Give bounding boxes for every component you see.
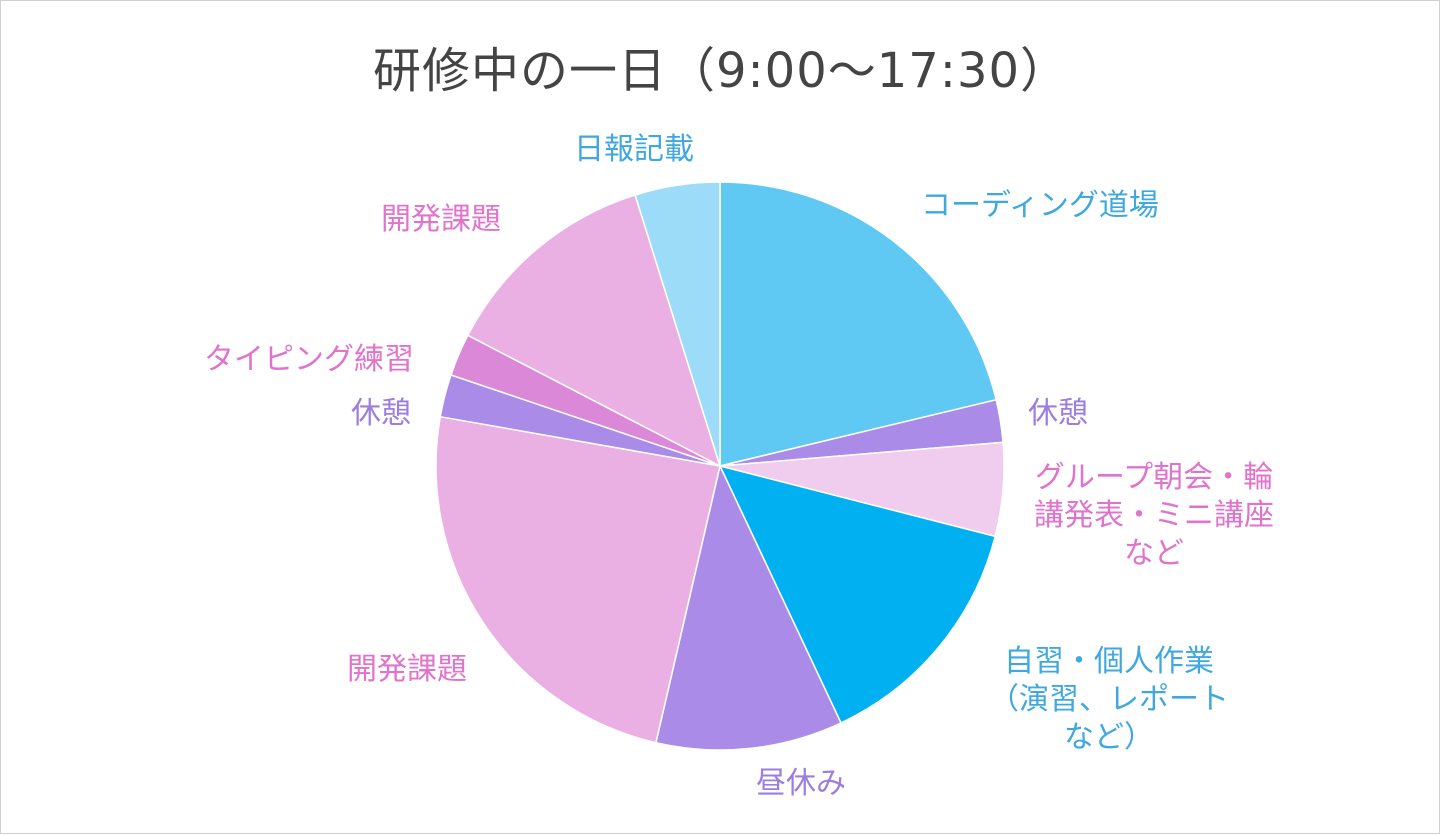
slice-label-9: 開発課題 <box>381 202 501 237</box>
pie-slice-9 <box>466 194 722 468</box>
slice-label-5: 昼休み <box>756 766 846 801</box>
slice-label-10: 日報記載 <box>574 132 694 167</box>
slice-label-6: 開発課題 <box>347 652 467 687</box>
pie-slice-1 <box>719 181 998 467</box>
pie-slice-6 <box>435 415 721 744</box>
slice-label-1: コーディング道場 <box>921 188 1159 223</box>
slice-label-2: 休憩 <box>1028 396 1088 431</box>
pie-slice-5 <box>655 463 842 751</box>
chart-title: 研修中の一日（9:00～17:30） <box>372 43 1070 99</box>
slice-label-3: グループ朝会・輪 講発表・ミニ講座 など <box>1034 460 1274 571</box>
slice-label-4: 自習・個人作業 （演習、レポート など） <box>989 644 1229 755</box>
pie-slice-4 <box>718 464 997 724</box>
slice-label-7: 休憩 <box>351 396 411 431</box>
pie-slice-10 <box>634 181 721 467</box>
slice-label-8: タイピング練習 <box>204 342 414 377</box>
